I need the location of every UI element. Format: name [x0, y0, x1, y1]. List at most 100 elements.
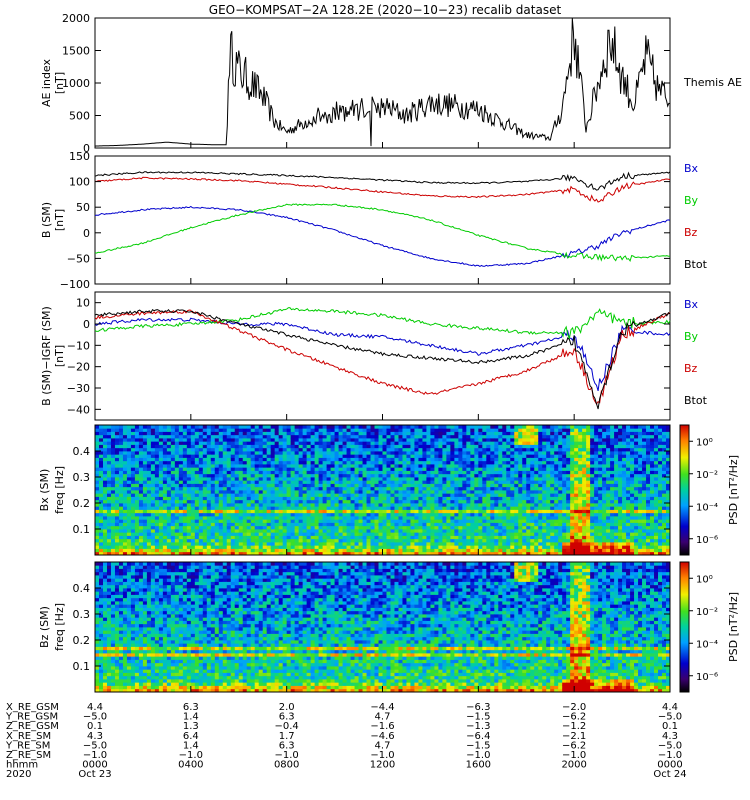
- spectrogram-cell: [346, 434, 351, 439]
- spectrogram-cell: [574, 438, 579, 442]
- spectrogram-cell: [410, 512, 415, 517]
- spectrogram-cell: [558, 441, 563, 445]
- spectrogram-cell: [266, 473, 272, 478]
- spectrogram-cell: [498, 431, 503, 436]
- spectrogram-cell: [150, 535, 156, 540]
- spectrogram-cell: [538, 473, 543, 478]
- spectrogram-cell: [426, 454, 431, 458]
- spectrogram-cell: [330, 542, 335, 546]
- spectrogram-cell: [234, 493, 240, 497]
- spectrogram-cell: [254, 490, 260, 494]
- spectrogram-cell: [538, 522, 543, 527]
- spectrogram-cell: [366, 525, 371, 530]
- spectrogram-cell: [454, 431, 459, 436]
- spectrogram-cell: [462, 444, 467, 449]
- spectrogram-cell: [570, 473, 575, 478]
- spectrogram-cell: [274, 441, 280, 445]
- spectrogram-cell: [298, 545, 304, 549]
- spectrogram-cell: [478, 454, 483, 458]
- spectrogram-cell: [458, 473, 463, 478]
- spectrogram-cell: [230, 499, 236, 504]
- spectrogram-cell: [174, 447, 180, 452]
- spectrogram-cell: [474, 525, 479, 530]
- spectrogram-cell: [230, 431, 236, 436]
- spectrogram-cell: [466, 457, 471, 462]
- spectrogram-cell: [138, 467, 144, 471]
- spectrogram-cell: [394, 490, 399, 494]
- spectrogram-cell: [374, 467, 379, 471]
- spectrogram-cell: [510, 454, 515, 458]
- spectrogram-cell: [110, 493, 116, 497]
- spectrogram-cell: [570, 509, 575, 514]
- spectrogram-cell: [282, 525, 288, 530]
- spectrogram-cell: [434, 425, 439, 429]
- spectrogram-cell: [142, 542, 148, 546]
- spectrogram-cell: [434, 529, 439, 533]
- spectrogram-cell: [174, 506, 180, 510]
- spectrogram-cell: [186, 519, 192, 523]
- spectrogram-cell: [494, 506, 499, 510]
- spectrogram-cell: [550, 499, 555, 504]
- spectrogram-cell: [238, 532, 244, 536]
- spectrogram-cell: [266, 483, 272, 488]
- spectrogram-cell: [450, 425, 455, 429]
- spectrogram-cell: [366, 551, 371, 556]
- spectrogram-cell: [430, 493, 435, 497]
- spectrogram-cell: [154, 548, 160, 553]
- spectrogram-cell: [474, 454, 479, 458]
- spectrogram-cell: [410, 503, 415, 507]
- spectrogram-cell: [142, 506, 148, 510]
- spectrogram-cell: [106, 525, 112, 530]
- spectrogram-cell: [530, 532, 535, 536]
- spectrogram-cell: [502, 519, 507, 523]
- spectrogram-cell: [550, 425, 555, 429]
- spectrogram-cell: [298, 480, 304, 484]
- spectrogram-cell: [578, 532, 583, 536]
- spectrogram-cell: [246, 493, 252, 497]
- spectrogram-cell: [190, 486, 196, 491]
- spectrogram-cell: [154, 525, 160, 530]
- spectrogram-cell: [270, 535, 276, 540]
- spectrogram-cell: [418, 529, 423, 533]
- spectrogram-cell: [458, 477, 463, 481]
- spectrogram-cell: [278, 451, 284, 455]
- spectrogram-cell: [258, 438, 264, 442]
- spectrogram-cell: [350, 519, 355, 523]
- spectrogram-cell: [530, 431, 535, 436]
- spectrogram-cell: [466, 431, 471, 436]
- spectrogram-cell: [486, 551, 491, 556]
- spectrogram-cell: [262, 447, 268, 452]
- spectrogram-cell: [342, 535, 347, 540]
- spectrogram-cell: [450, 473, 455, 478]
- spectrogram-cell: [562, 490, 567, 494]
- spectrogram-cell: [382, 532, 387, 536]
- spectrogram-cell: [198, 525, 204, 530]
- spectrogram-cell: [506, 522, 511, 527]
- spectrogram-cell: [282, 483, 288, 488]
- spectrogram-cell: [354, 451, 359, 455]
- spectrogram-cell: [410, 454, 415, 458]
- spectrogram-cell: [522, 516, 527, 520]
- spectrogram-cell: [322, 532, 327, 536]
- spectrogram-cell: [562, 460, 567, 465]
- spectrogram-cell: [238, 535, 244, 540]
- spectrogram-cell: [422, 490, 427, 494]
- spectrogram-cell: [302, 428, 308, 432]
- spectrogram-cell: [434, 480, 439, 484]
- spectrogram-cell: [446, 538, 451, 543]
- spectrogram-cell: [174, 509, 180, 514]
- spectrogram-cell: [314, 477, 320, 481]
- spectrogram-cell: [502, 464, 507, 468]
- spectrogram-cell: [178, 441, 184, 445]
- spectrogram-cell: [394, 483, 399, 488]
- spectrogram-cell: [146, 525, 152, 530]
- spectrogram-cell: [446, 483, 451, 488]
- spectrogram-cell: [514, 525, 519, 530]
- spectrogram-cell: [526, 506, 531, 510]
- spectrogram-cell: [174, 503, 180, 507]
- spectrogram-cell: [122, 441, 128, 445]
- spectrogram-cell: [362, 428, 367, 432]
- spectrogram-cell: [114, 548, 120, 553]
- spectrogram-cell: [350, 464, 355, 468]
- spectrogram-cell: [502, 477, 507, 481]
